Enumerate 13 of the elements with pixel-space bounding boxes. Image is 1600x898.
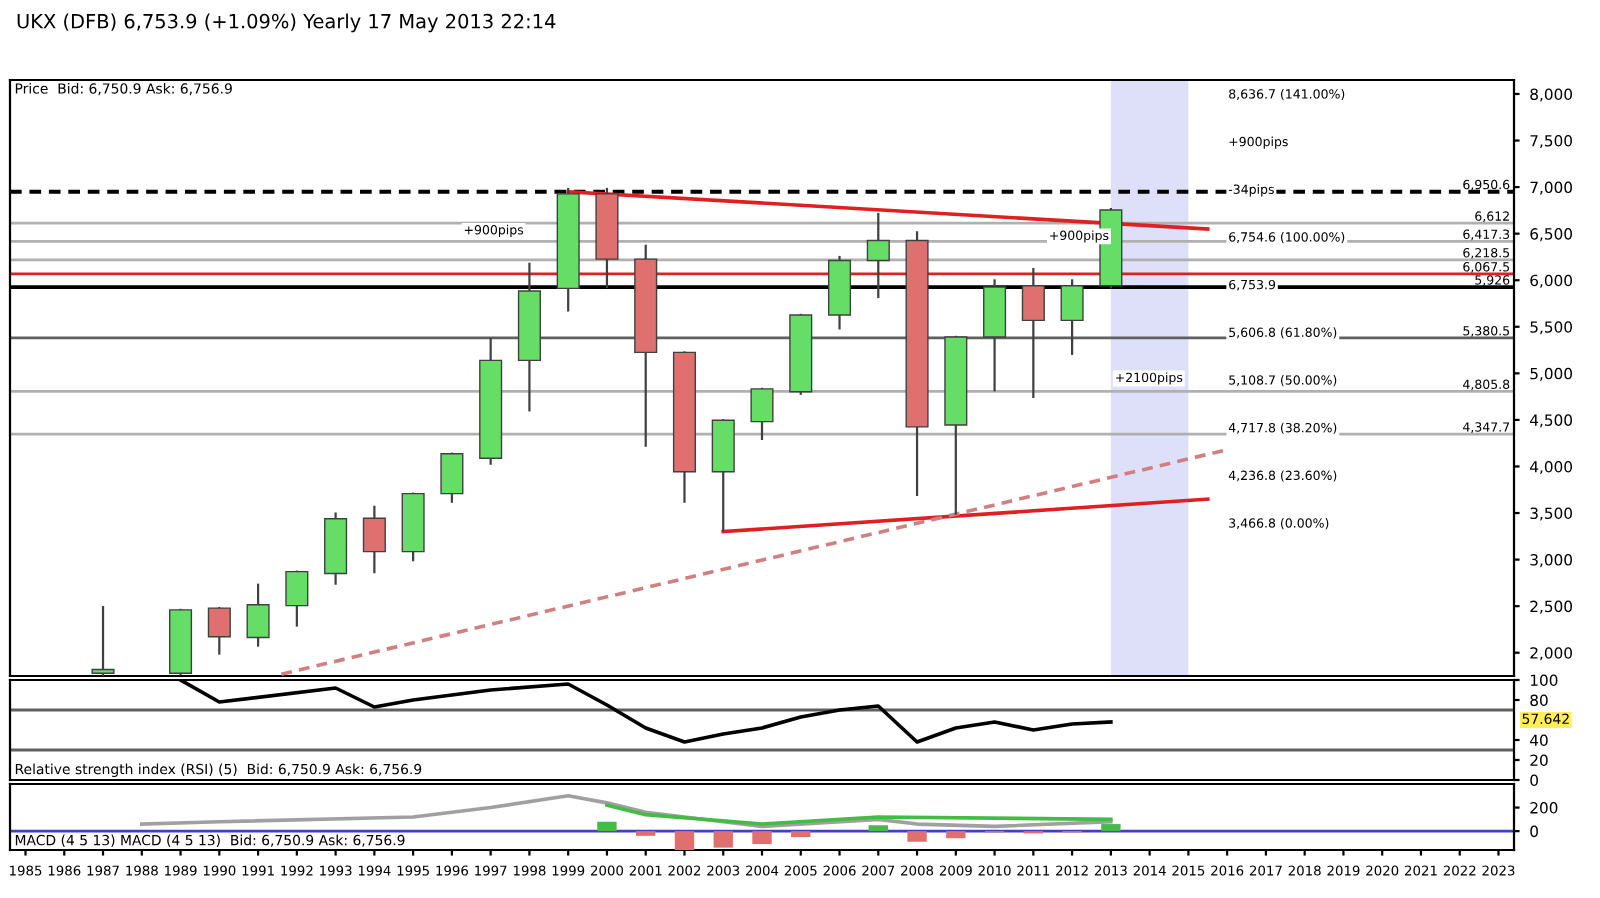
candlestick <box>207 607 231 655</box>
line-series <box>139 793 1113 829</box>
candlestick <box>440 452 464 503</box>
candlestick <box>750 387 774 441</box>
candlestick <box>1060 279 1084 355</box>
line-series <box>605 803 1113 826</box>
candlestick <box>285 570 309 627</box>
candlestick <box>1021 267 1045 399</box>
candlestick <box>91 605 115 676</box>
chart-title: UKX (DFB) 6,753.9 (+1.09%) Yearly 17 May 2013 22:14 <box>17 13 556 33</box>
candlestick <box>362 505 386 574</box>
candlestick <box>866 212 890 299</box>
candlestick <box>246 583 270 647</box>
